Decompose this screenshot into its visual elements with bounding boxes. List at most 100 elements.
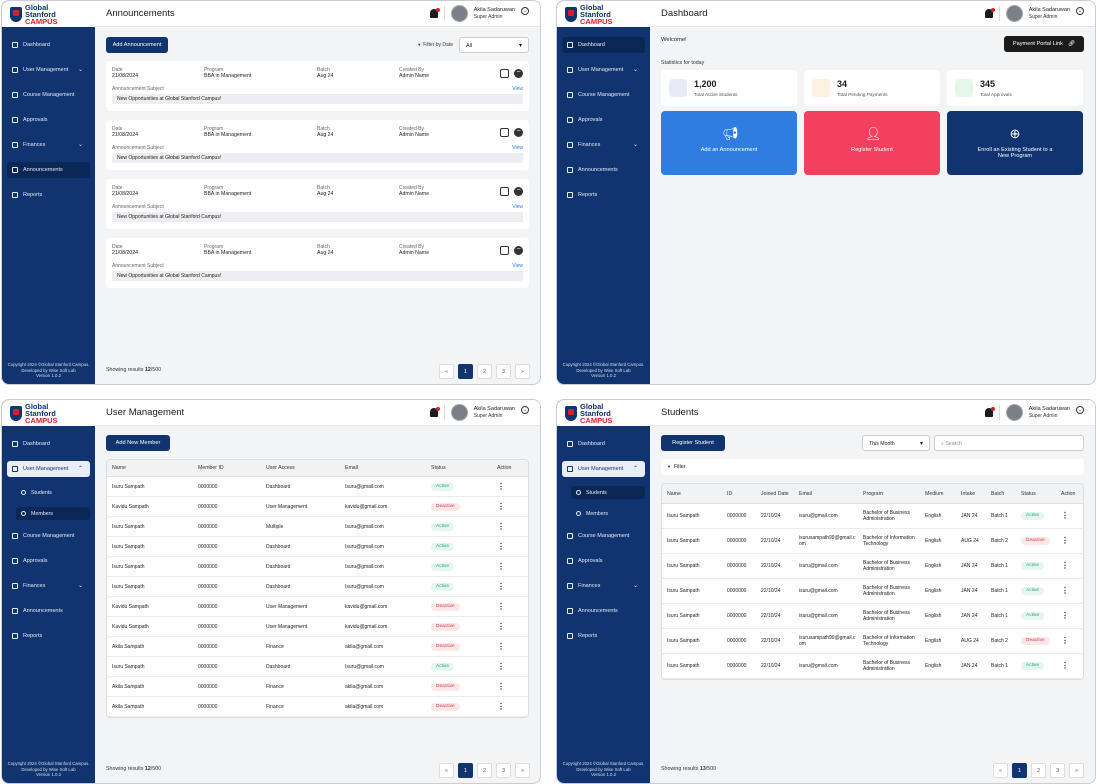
more-options-icon[interactable]: ⋮: [1061, 661, 1069, 670]
more-options-icon[interactable]: ⋮: [497, 541, 505, 551]
sidebar-item-course-management[interactable]: Course Management: [7, 528, 90, 544]
duplicate-icon[interactable]: [500, 246, 509, 255]
register-student-action[interactable]: 👤︎ Register Student: [804, 111, 940, 175]
sidebar-item-announcements[interactable]: Announcements: [562, 603, 645, 619]
sidebar-item-finances[interactable]: Finances ⌄: [562, 578, 645, 594]
more-options-icon[interactable]: ⋮: [497, 601, 505, 611]
next-page-button[interactable]: »: [1069, 763, 1084, 778]
sidebar-item-finances[interactable]: Finances ⌄: [7, 578, 90, 594]
more-options-icon[interactable]: ⋮: [497, 661, 505, 671]
search-input[interactable]: ⌕ Search: [934, 435, 1084, 451]
date-filter-select[interactable]: All: [459, 37, 529, 53]
page-1-button[interactable]: 1: [458, 364, 473, 379]
sidebar-item-reports[interactable]: Reports: [562, 628, 645, 644]
sidebar-item-user-management[interactable]: User Management ⌃: [562, 461, 645, 477]
chevron-down-icon[interactable]: ⌄: [521, 405, 529, 414]
page-3-button[interactable]: 3: [1050, 763, 1065, 778]
more-options-icon[interactable]: ⋮: [1061, 636, 1069, 645]
chevron-down-icon[interactable]: ⌄: [1076, 405, 1084, 414]
page-2-button[interactable]: 2: [1031, 763, 1046, 778]
payment-portal-link-button[interactable]: Payment Portal Link 🔗︎: [1004, 36, 1084, 52]
register-student-button[interactable]: Register Student: [661, 435, 725, 451]
sidebar-item-approvals[interactable]: Approvals: [7, 553, 90, 569]
page-1-button[interactable]: 1: [458, 763, 473, 778]
page-3-button[interactable]: 3: [496, 364, 511, 379]
sidebar-item-course-management[interactable]: Course Management: [7, 87, 90, 103]
sidebar-item-user-management[interactable]: User Management ⌄: [562, 62, 645, 78]
sidebar-item-students[interactable]: Students: [571, 486, 645, 499]
bell-icon[interactable]: [429, 8, 440, 18]
avatar[interactable]: [1005, 404, 1023, 421]
view-link[interactable]: View: [512, 263, 523, 269]
add-announcement-action[interactable]: 📢︎ Add an Announcement: [661, 111, 797, 175]
more-options-icon[interactable]: ⋮: [497, 561, 505, 571]
more-options-icon[interactable]: ⋮: [497, 621, 505, 631]
remove-icon[interactable]: −: [514, 128, 523, 137]
month-select[interactable]: This Month: [862, 435, 930, 451]
remove-icon[interactable]: −: [514, 69, 523, 78]
more-options-icon[interactable]: ⋮: [497, 581, 505, 591]
view-link[interactable]: View: [512, 204, 523, 210]
page-3-button[interactable]: 3: [496, 763, 511, 778]
sidebar-item-students[interactable]: Students: [16, 486, 90, 499]
sidebar-item-user-management[interactable]: User Management ⌄: [7, 62, 90, 78]
filter-bar[interactable]: Filter: [661, 459, 1084, 475]
sidebar-item-members[interactable]: Members: [16, 507, 90, 520]
sidebar-item-members[interactable]: Members: [571, 507, 645, 520]
avatar[interactable]: [1005, 5, 1023, 22]
sidebar-item-dashboard[interactable]: Dashboard: [562, 37, 645, 53]
prev-page-button[interactable]: «: [439, 763, 454, 778]
page-2-button[interactable]: 2: [477, 364, 492, 379]
sidebar-item-announcements[interactable]: Announcements: [562, 162, 645, 178]
bell-icon[interactable]: [429, 407, 440, 417]
bell-icon[interactable]: [984, 8, 995, 18]
prev-page-button[interactable]: «: [439, 364, 454, 379]
avatar[interactable]: [450, 5, 468, 22]
more-options-icon[interactable]: ⋮: [497, 641, 505, 651]
sidebar-item-course-management[interactable]: Course Management: [562, 528, 645, 544]
page-2-button[interactable]: 2: [477, 763, 492, 778]
sidebar-item-user-management[interactable]: User Management ⌃: [7, 461, 90, 477]
sidebar-item-finances[interactable]: Finances ⌄: [7, 137, 90, 153]
more-options-icon[interactable]: ⋮: [1061, 511, 1069, 520]
remove-icon[interactable]: −: [514, 187, 523, 196]
duplicate-icon[interactable]: [500, 128, 509, 137]
more-options-icon[interactable]: ⋮: [497, 681, 505, 691]
sidebar-item-finances[interactable]: Finances ⌄: [562, 137, 645, 153]
more-options-icon[interactable]: ⋮: [497, 701, 505, 711]
next-page-button[interactable]: »: [515, 763, 530, 778]
more-options-icon[interactable]: ⋮: [1061, 611, 1069, 620]
view-link[interactable]: View: [512, 86, 523, 92]
more-options-icon[interactable]: ⋮: [497, 501, 505, 511]
add-announcement-button[interactable]: Add Announcement: [106, 37, 168, 53]
sidebar-item-announcements[interactable]: Announcements: [7, 603, 90, 619]
sidebar-item-announcements[interactable]: Announcements: [7, 162, 90, 178]
duplicate-icon[interactable]: [500, 187, 509, 196]
duplicate-icon[interactable]: [500, 69, 509, 78]
sidebar-item-dashboard[interactable]: Dashboard: [562, 436, 645, 452]
bell-icon[interactable]: [984, 407, 995, 417]
chevron-down-icon[interactable]: ⌄: [521, 6, 529, 15]
next-page-button[interactable]: »: [515, 364, 530, 379]
sidebar-item-reports[interactable]: Reports: [562, 187, 645, 203]
add-new-member-button[interactable]: Add New Member: [106, 435, 170, 451]
sidebar-item-reports[interactable]: Reports: [7, 628, 90, 644]
more-options-icon[interactable]: ⋮: [1061, 536, 1069, 545]
page-1-button[interactable]: 1: [1012, 763, 1027, 778]
sidebar-item-approvals[interactable]: Approvals: [562, 112, 645, 128]
remove-icon[interactable]: −: [514, 246, 523, 255]
prev-page-button[interactable]: «: [993, 763, 1008, 778]
sidebar-item-course-management[interactable]: Course Management: [562, 87, 645, 103]
chevron-down-icon[interactable]: ⌄: [1076, 6, 1084, 15]
sidebar-item-approvals[interactable]: Approvals: [7, 112, 90, 128]
avatar[interactable]: [450, 404, 468, 421]
more-options-icon[interactable]: ⋮: [497, 481, 505, 491]
sidebar-item-dashboard[interactable]: Dashboard: [7, 37, 90, 53]
sidebar-item-approvals[interactable]: Approvals: [562, 553, 645, 569]
enroll-existing-student-action[interactable]: ⊕ Enroll an Existing Student to a New Pr…: [947, 111, 1083, 175]
more-options-icon[interactable]: ⋮: [497, 521, 505, 531]
more-options-icon[interactable]: ⋮: [1061, 561, 1069, 570]
more-options-icon[interactable]: ⋮: [1061, 586, 1069, 595]
sidebar-item-dashboard[interactable]: Dashboard: [7, 436, 90, 452]
view-link[interactable]: View: [512, 145, 523, 151]
